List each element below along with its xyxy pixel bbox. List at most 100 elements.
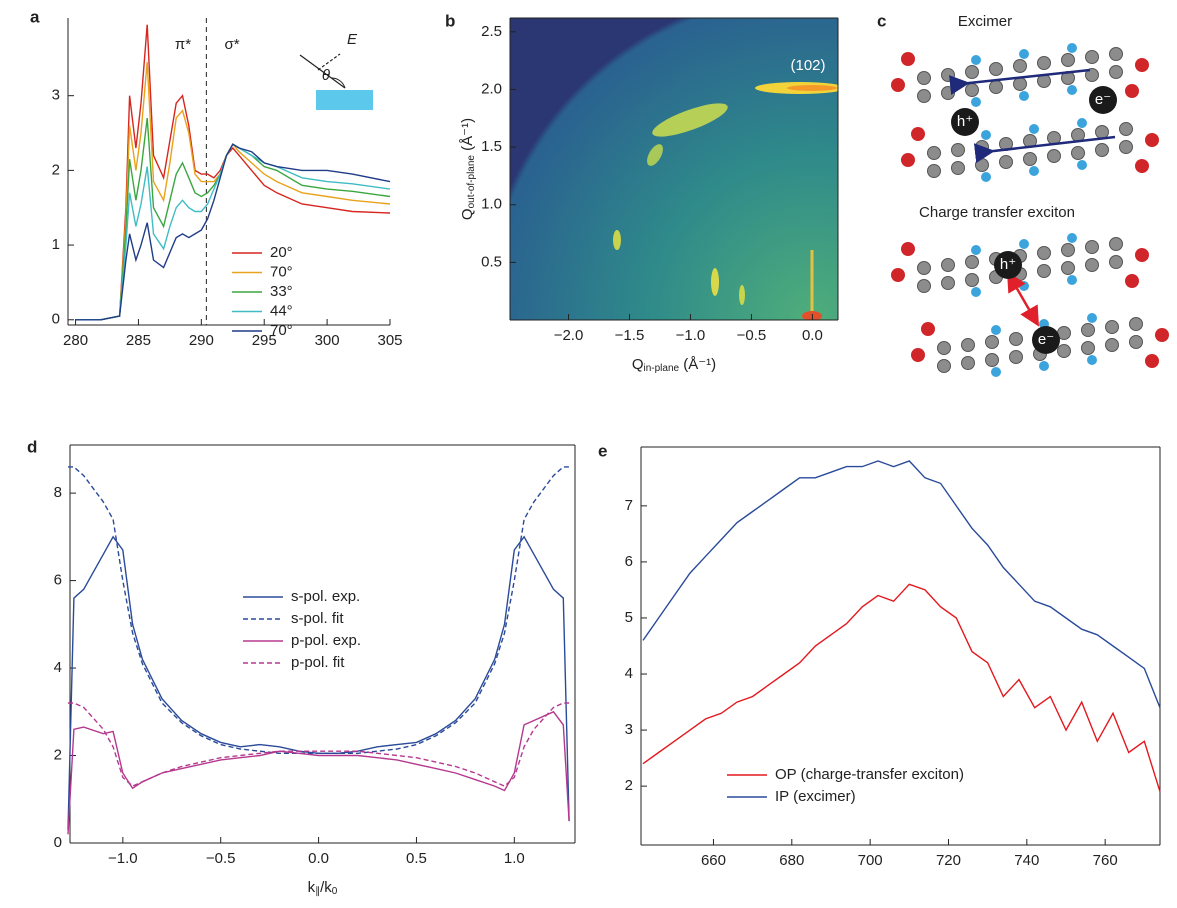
atom <box>937 359 951 373</box>
panel-label: d <box>27 437 37 456</box>
atom <box>965 273 979 287</box>
atom <box>961 338 975 352</box>
diagram-title: Charge transfer exciton <box>919 204 1075 221</box>
atom <box>1009 332 1023 346</box>
atom <box>1061 53 1075 67</box>
y-axis-label-part: out-of-plane <box>466 155 477 209</box>
series-line <box>68 702 570 787</box>
y-tick-label: 1 <box>52 236 60 253</box>
x-tick-label: 680 <box>779 852 804 869</box>
panel-label: b <box>445 11 455 30</box>
series-line <box>67 710 570 835</box>
atom <box>917 71 931 85</box>
x-axis-label-part: /k <box>320 879 332 896</box>
x-tick-label: −1.5 <box>615 327 645 344</box>
x-tick-label: 0.0 <box>308 850 329 867</box>
atom <box>1105 320 1119 334</box>
panel-label: c <box>877 11 886 30</box>
x-axis-label-part: Q <box>632 356 644 373</box>
atom <box>1145 354 1159 368</box>
x-axis-label: k∥/k0 <box>308 879 338 897</box>
series-line <box>68 466 570 754</box>
atom <box>891 268 905 282</box>
atom <box>1057 344 1071 358</box>
x-tick-label: 280 <box>63 332 88 349</box>
series-line <box>75 143 391 321</box>
y-tick-label: 3 <box>625 721 633 738</box>
y-tick-label: 4 <box>54 659 62 676</box>
atom <box>991 367 1001 377</box>
legend-label: 33° <box>270 283 293 300</box>
atom <box>1145 133 1159 147</box>
atom <box>971 97 981 107</box>
y-axis-label-part: (Å⁻¹) <box>459 118 476 155</box>
atom <box>911 127 925 141</box>
legend-label: s-pol. fit <box>291 610 344 627</box>
series-line <box>75 62 391 321</box>
charge-label: e⁻ <box>1095 91 1111 108</box>
y-tick-label: 6 <box>54 572 62 589</box>
x-tick-label: 290 <box>189 332 214 349</box>
charge-marker <box>951 108 979 136</box>
x-axis-label-part: 0 <box>332 886 338 897</box>
y-tick-label: 2 <box>625 777 633 794</box>
atom <box>971 55 981 65</box>
x-tick-label: 1.0 <box>504 850 525 867</box>
y-axis-label-part: Q <box>459 208 476 220</box>
atom <box>951 161 965 175</box>
x-tick-label: 300 <box>315 332 340 349</box>
atom <box>981 172 991 182</box>
annotation: E <box>347 31 358 48</box>
atom <box>1135 58 1149 72</box>
atom <box>941 68 955 82</box>
atom <box>927 146 941 160</box>
x-tick-label: 295 <box>252 332 277 349</box>
atom <box>989 62 1003 76</box>
atom <box>1081 341 1095 355</box>
x-tick-label: 720 <box>936 852 961 869</box>
annotation: (102) <box>790 57 825 74</box>
atom <box>1109 237 1123 251</box>
atom <box>975 158 989 172</box>
atom <box>917 279 931 293</box>
atom <box>1019 91 1029 101</box>
atom <box>965 83 979 97</box>
x-tick-label: 740 <box>1014 852 1039 869</box>
x-axis-label: Qin-plane (Å⁻¹) <box>632 356 716 374</box>
atom <box>961 356 975 370</box>
atom <box>941 86 955 100</box>
x-tick-label: 760 <box>1093 852 1118 869</box>
atom <box>971 245 981 255</box>
atom <box>1109 47 1123 61</box>
atom <box>921 322 935 336</box>
charge-marker <box>994 251 1022 279</box>
x-tick-label: −0.5 <box>206 850 236 867</box>
atom <box>1023 152 1037 166</box>
atom <box>981 130 991 140</box>
atom <box>999 155 1013 169</box>
atom <box>1081 323 1095 337</box>
atom <box>1009 350 1023 364</box>
atom <box>1125 84 1139 98</box>
legend-label: p-pol. fit <box>291 654 345 671</box>
atom <box>1077 118 1087 128</box>
atom <box>965 65 979 79</box>
atom <box>1061 243 1075 257</box>
y-tick-label: 1.5 <box>481 138 502 155</box>
y-tick-label: 5 <box>625 609 633 626</box>
x-tick-label: 700 <box>858 852 883 869</box>
atom <box>901 242 915 256</box>
atom <box>1019 239 1029 249</box>
x-tick-label: 305 <box>377 332 402 349</box>
atom <box>1129 317 1143 331</box>
series-line <box>642 460 1161 708</box>
y-tick-label: 0.5 <box>481 253 502 270</box>
atom <box>1119 122 1133 136</box>
atom <box>1039 361 1049 371</box>
x-tick-label: 285 <box>126 332 151 349</box>
series-line <box>642 583 1161 792</box>
inset-icon <box>299 53 373 110</box>
atom <box>1019 281 1029 291</box>
atom <box>1067 275 1077 285</box>
